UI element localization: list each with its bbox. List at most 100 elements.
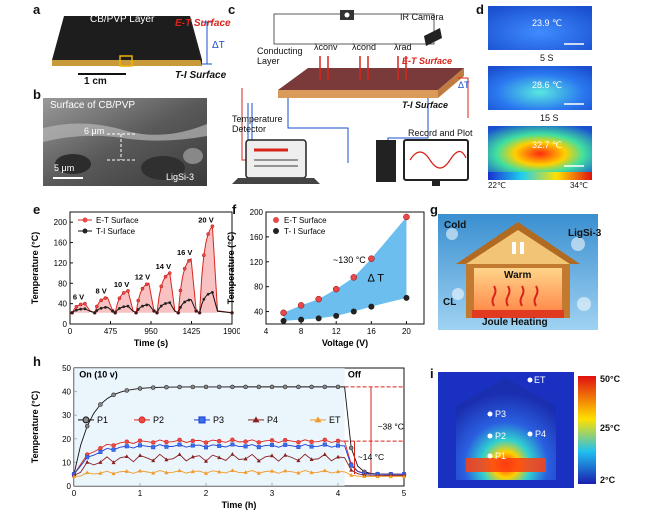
legend-marker-ti bbox=[82, 228, 88, 234]
point-p3 bbox=[190, 443, 195, 448]
point-p3 bbox=[296, 444, 301, 449]
x-axis-label: Time (s) bbox=[134, 338, 168, 348]
y-axis-label: Temperature (°C) bbox=[30, 391, 40, 463]
ti-point bbox=[113, 311, 117, 315]
point-et bbox=[85, 470, 90, 475]
on-label: On (10 v) bbox=[79, 369, 118, 379]
y-tick-label: 200 bbox=[250, 208, 264, 217]
point-p4 bbox=[204, 459, 208, 463]
et-point bbox=[83, 301, 87, 306]
point-p4 bbox=[217, 455, 222, 460]
x-tick-label: 0 bbox=[72, 489, 77, 498]
delta-38-annotation: ~38 °C bbox=[378, 421, 404, 431]
panel-label-b: b bbox=[33, 87, 41, 102]
point-p2 bbox=[309, 439, 314, 445]
x-tick-label: 0 bbox=[68, 327, 73, 336]
x-tick-label: 16 bbox=[367, 327, 376, 336]
point-p4 bbox=[177, 452, 182, 457]
point-p1 bbox=[243, 384, 248, 390]
point-p4 bbox=[98, 460, 103, 464]
y-tick-label: 0 bbox=[67, 482, 72, 491]
x-axis-label: Time (h) bbox=[222, 500, 257, 510]
ti-point bbox=[70, 311, 74, 315]
et-point bbox=[117, 296, 122, 301]
legend-p1: P1 bbox=[97, 415, 108, 425]
point-p2 bbox=[256, 440, 262, 445]
point-p3 bbox=[203, 445, 208, 450]
point-p2 bbox=[98, 445, 103, 451]
ti-point bbox=[111, 309, 115, 313]
point-p1 bbox=[309, 384, 314, 390]
c-ti-surface-label: T-I Surface bbox=[402, 100, 449, 110]
point-p1 bbox=[282, 384, 288, 390]
x-tick-label: 1 bbox=[138, 489, 143, 498]
point-et bbox=[124, 469, 129, 473]
x-axis-label: Voltage (V) bbox=[322, 338, 368, 348]
point-p4 bbox=[349, 467, 354, 472]
et-point bbox=[403, 213, 410, 221]
point-p4 bbox=[309, 457, 314, 462]
chart-f-voltage-temperature: 4 8 12 16 20 40 80 120 160 200 Voltage (V) Temperat… bbox=[226, 208, 425, 348]
ti-point bbox=[152, 309, 156, 313]
ti-point bbox=[164, 302, 167, 305]
point-p3 bbox=[322, 442, 327, 447]
point-p3 bbox=[137, 443, 142, 448]
point-p2 bbox=[150, 440, 156, 445]
point-p3 bbox=[98, 450, 103, 455]
point-p4 bbox=[138, 453, 142, 457]
point-p2 bbox=[190, 438, 196, 444]
cl-label: CL bbox=[443, 297, 457, 308]
point-p1 bbox=[177, 384, 182, 390]
point-et bbox=[243, 470, 248, 474]
delta-t-label: ΔT bbox=[212, 40, 225, 51]
off-label: Off bbox=[348, 369, 362, 379]
chart-e-heating-pulses: 0 475 950 1425 1900 0 40 80 120 160 200 Time (s) Tem… bbox=[30, 211, 240, 348]
ir-point-p1: P1 bbox=[495, 451, 507, 461]
ti-point bbox=[74, 308, 78, 312]
y-tick-label: 120 bbox=[54, 259, 68, 268]
ti-point bbox=[176, 311, 180, 315]
point-p2 bbox=[296, 440, 301, 445]
legend-ti: T-I Surface bbox=[96, 227, 136, 236]
point-p4 bbox=[164, 457, 169, 462]
ti-point bbox=[134, 311, 138, 315]
legend-marker bbox=[314, 416, 322, 423]
ir-scale-max: 34℃ bbox=[570, 181, 588, 190]
point-et bbox=[111, 471, 116, 476]
x-tick-label: 1900 bbox=[223, 327, 240, 336]
legend-et: ET bbox=[329, 415, 341, 425]
point-p4 bbox=[256, 458, 261, 463]
et-point bbox=[163, 274, 168, 279]
ir-step-1: 5 S bbox=[540, 53, 554, 63]
point-et bbox=[296, 470, 301, 475]
point-p3 bbox=[243, 444, 248, 449]
ti-point bbox=[333, 312, 340, 319]
point-p4 bbox=[124, 454, 129, 459]
point-p3 bbox=[309, 444, 314, 449]
ti-point bbox=[403, 294, 410, 301]
point-p3 bbox=[230, 442, 235, 447]
y-tick-label: 160 bbox=[250, 233, 264, 242]
panel-d-ir-sequence bbox=[488, 6, 592, 180]
legend-ti: T- I Surface bbox=[284, 227, 326, 236]
voltage-label: 20 V bbox=[198, 215, 213, 224]
ir-camera-label: IR Camera bbox=[400, 12, 444, 22]
point-et bbox=[190, 469, 195, 474]
point-p3 bbox=[177, 442, 182, 447]
c-et-surface-label: E-T Surface bbox=[402, 56, 453, 66]
point-p1 bbox=[203, 384, 209, 390]
warm-label: Warm bbox=[504, 270, 532, 281]
point-p3 bbox=[111, 447, 116, 452]
y-tick-label: 10 bbox=[62, 458, 71, 467]
x-tick-label: 475 bbox=[104, 327, 118, 336]
ir-scale-2: 2°C bbox=[600, 475, 616, 485]
point-p4 bbox=[336, 454, 340, 459]
point-et bbox=[217, 469, 222, 474]
y-axis-label: Temperature (°C) bbox=[226, 232, 236, 304]
point-p4 bbox=[111, 460, 116, 465]
ir-point-p4: P4 bbox=[535, 429, 547, 439]
x-tick-label: 8 bbox=[299, 327, 304, 336]
et-point bbox=[159, 284, 164, 289]
point-et bbox=[375, 474, 380, 479]
